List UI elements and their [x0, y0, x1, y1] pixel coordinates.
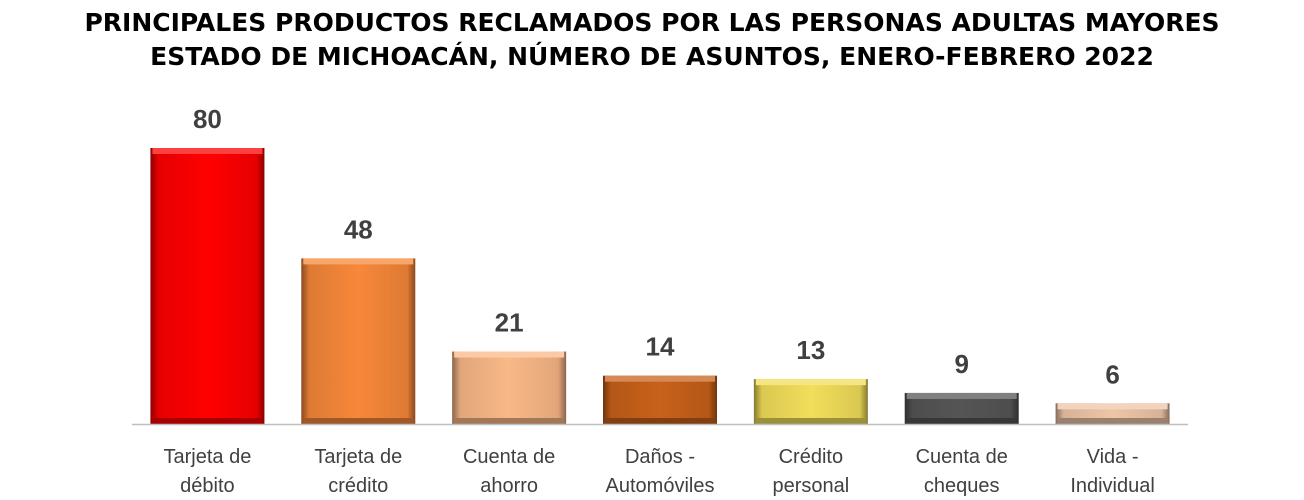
bar: [150, 148, 265, 424]
data-label: 80: [193, 104, 222, 134]
bar-bottom-bevel: [605, 418, 715, 424]
category-label: Vida -Individual: [1070, 446, 1155, 497]
bar-top-bevel: [454, 351, 565, 358]
bar-top-bevel: [152, 148, 263, 154]
data-label: 9: [954, 349, 968, 379]
bar-top-bevel: [755, 379, 866, 386]
bar-bottom-bevel: [303, 418, 414, 424]
data-labels-group: 80 48 21 14 13 9 6: [193, 104, 1120, 389]
chart-title: PRINCIPALES PRODUCTOS RECLAMADOS POR LAS…: [84, 8, 1220, 37]
data-label: 13: [796, 335, 825, 365]
bar-top-bevel: [1057, 403, 1168, 410]
data-label: 21: [495, 308, 524, 338]
bar-bottom-bevel: [906, 418, 1017, 424]
chart-title-block: PRINCIPALES PRODUCTOS RECLAMADOS POR LAS…: [0, 6, 1304, 74]
bar-top-bevel: [303, 258, 414, 265]
category-label: Crédito personal: [772, 446, 849, 497]
bars-group: [150, 148, 1170, 424]
category-label: Daños -Automóviles: [606, 446, 715, 497]
category-label: Tarjeta de débito: [164, 446, 252, 497]
bar-top-bevel: [906, 392, 1017, 399]
bar-bottom-bevel: [454, 418, 565, 424]
bar: [603, 375, 717, 424]
category-label: Cuenta de cheques: [916, 446, 1008, 497]
data-label: 48: [344, 214, 373, 244]
bar-bottom-bevel: [1057, 418, 1168, 424]
bar-bottom-bevel: [755, 418, 866, 424]
chart-subtitle: ESTADO DE MICHOACÁN, NÚMERO DE ASUNTOS, …: [150, 42, 1154, 71]
category-labels-group: Tarjeta de débito Tarjeta de crédito Cuenta …: [164, 446, 1155, 497]
bar: [452, 351, 567, 424]
bar: [753, 379, 868, 424]
category-label: Cuenta de ahorro: [463, 446, 555, 497]
bar: [301, 258, 416, 424]
data-label: 6: [1105, 359, 1119, 389]
bar-bottom-bevel: [152, 418, 263, 424]
data-label: 14: [646, 332, 675, 362]
category-label: Tarjeta de crédito: [314, 446, 402, 497]
bar-top-bevel: [605, 375, 715, 382]
